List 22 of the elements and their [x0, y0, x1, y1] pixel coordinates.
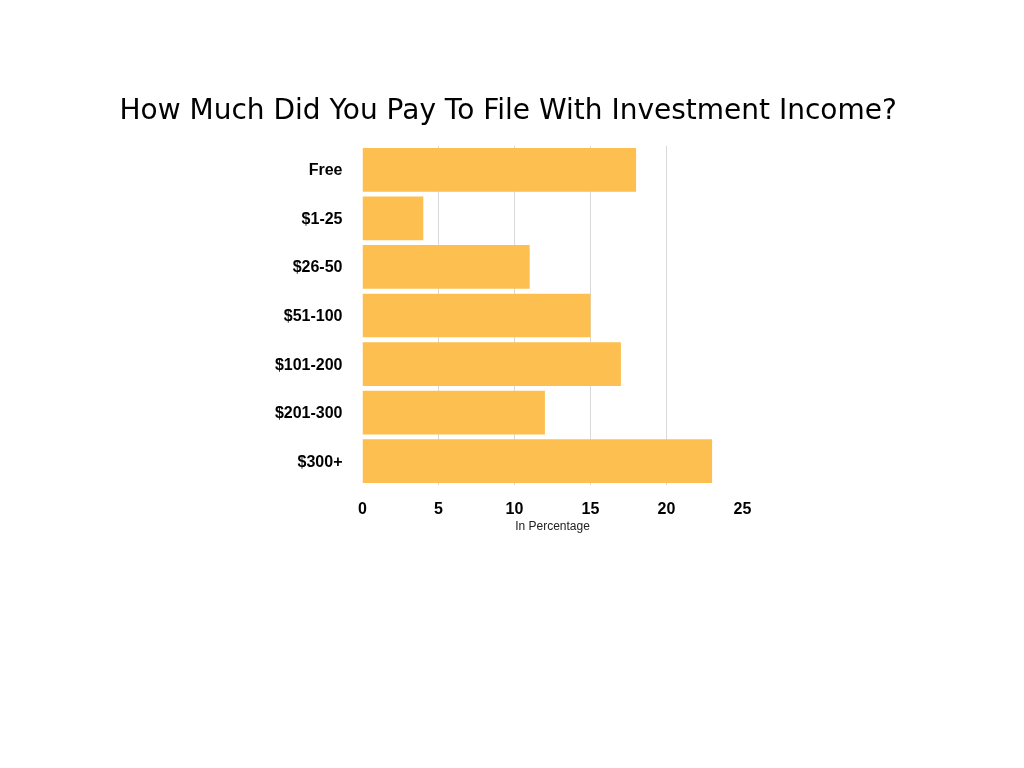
- y-tick-label: $300+: [297, 452, 343, 470]
- bar: [362, 196, 424, 241]
- bar: [362, 245, 530, 289]
- y-tick-label: $51-100: [283, 307, 343, 324]
- bar: [362, 390, 545, 435]
- bar: [362, 147, 637, 192]
- bar: [362, 439, 713, 484]
- x-tick-label: 20: [657, 499, 676, 517]
- x-tick-label: 25: [733, 499, 752, 517]
- bar: [362, 342, 621, 386]
- y-tick-label: Free: [308, 161, 343, 179]
- x-axis-title: In Percentage: [515, 518, 591, 533]
- x-tick-label: 15: [581, 499, 600, 517]
- y-tick-label: $1-25: [301, 209, 343, 227]
- y-tick-label: $101-200: [274, 355, 343, 373]
- bar: [362, 293, 591, 338]
- x-tick-label: 0: [358, 499, 368, 517]
- x-tick-label: 5: [434, 499, 444, 517]
- chart-title: How Much Did You Pay To File With Investment Income?: [119, 92, 897, 126]
- y-tick-label: $26-50: [292, 258, 343, 276]
- x-tick-label: 10: [505, 499, 524, 517]
- y-tick-label: $201-300: [274, 404, 343, 422]
